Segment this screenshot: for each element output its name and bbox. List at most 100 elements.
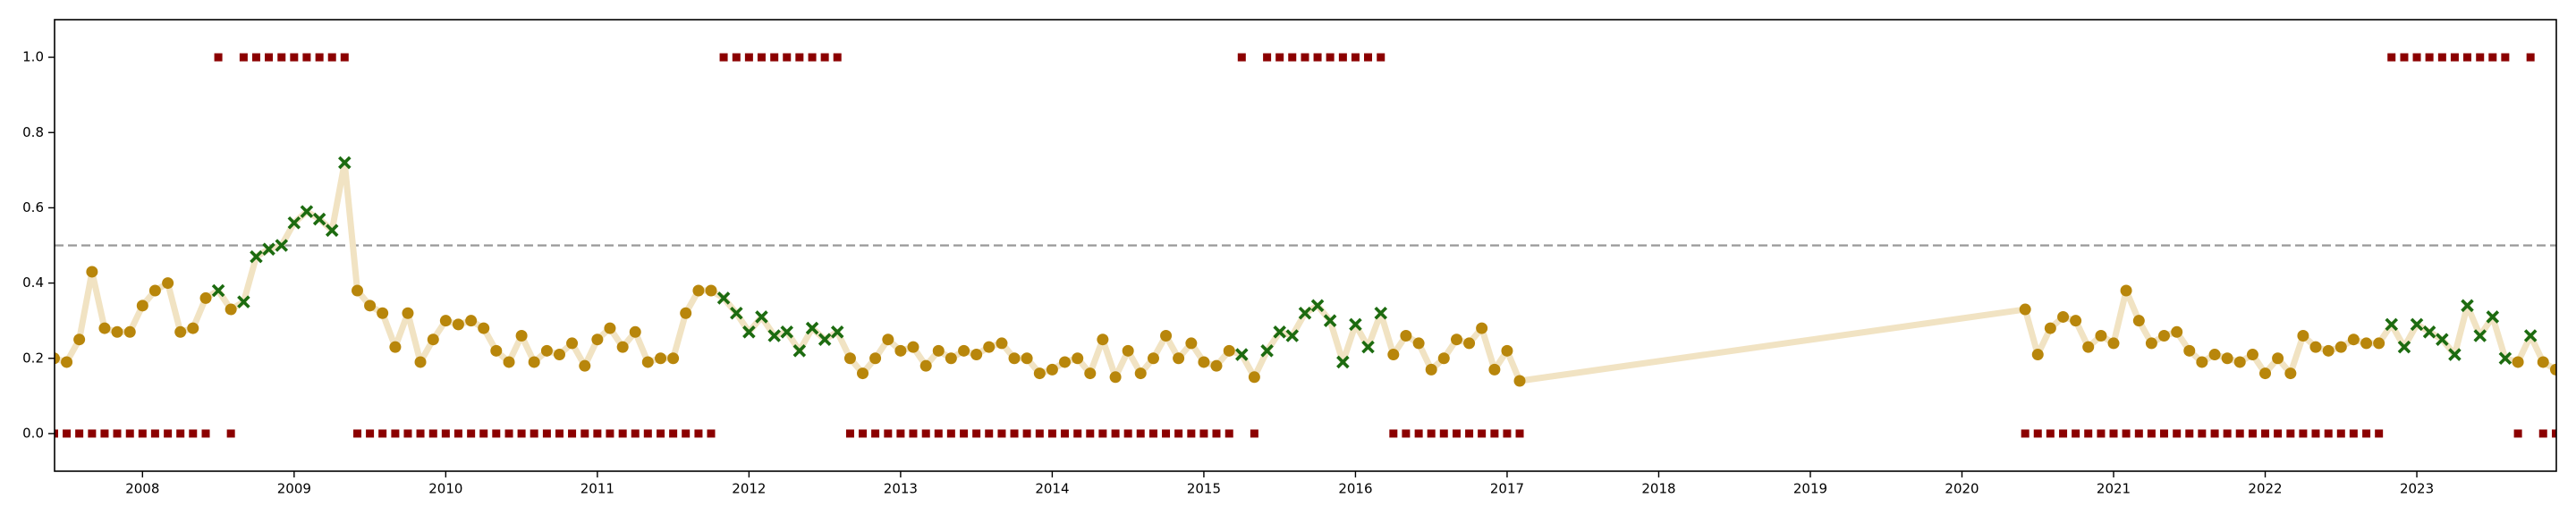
- x-marker: [755, 310, 768, 324]
- signal-marker: [290, 53, 299, 62]
- signal-marker: [2476, 53, 2485, 62]
- circle-marker: [2360, 337, 2373, 350]
- signal-marker: [1465, 429, 1474, 438]
- signal-marker: [2501, 53, 2510, 62]
- x-marker: [1374, 306, 1388, 320]
- circle-marker: [540, 344, 553, 357]
- circle-marker: [148, 284, 161, 297]
- circle-marker: [55, 352, 60, 365]
- signal-marker: [1377, 53, 1385, 62]
- x-marker: [2397, 340, 2411, 354]
- circle-marker: [439, 315, 452, 327]
- x-marker: [830, 325, 844, 339]
- signal-marker: [125, 429, 134, 438]
- circle-marker: [1097, 333, 1109, 346]
- x-tick-label: 2021: [2097, 481, 2131, 497]
- circle-marker: [932, 344, 945, 357]
- circle-marker: [629, 325, 641, 338]
- circle-marker: [1476, 322, 1488, 334]
- x-marker: [2436, 333, 2449, 346]
- circle-marker: [2347, 333, 2360, 346]
- signal-marker: [2185, 429, 2194, 438]
- circle-marker: [162, 277, 174, 290]
- signal-marker: [921, 429, 930, 438]
- x-tick-label: 2011: [580, 481, 614, 497]
- x-tick-label: 2009: [277, 481, 311, 497]
- signal-marker: [176, 429, 185, 438]
- signal-marker: [1237, 53, 1246, 62]
- circle-marker: [2196, 356, 2208, 368]
- circle-marker: [1198, 356, 1210, 368]
- x-marker: [1235, 348, 1249, 361]
- signal-marker: [555, 429, 564, 438]
- signal-marker: [88, 429, 97, 438]
- circle-marker: [402, 307, 414, 319]
- circle-marker: [705, 284, 717, 297]
- signal-marker: [1427, 429, 1436, 438]
- circle-marker: [465, 315, 478, 327]
- signal-marker: [2437, 53, 2446, 62]
- signal-marker: [1453, 429, 1462, 438]
- signal-marker: [201, 429, 210, 438]
- signal-marker: [2400, 53, 2409, 62]
- circle-marker: [1134, 367, 1147, 380]
- signal-marker: [542, 429, 551, 438]
- signal-marker: [1123, 429, 1132, 438]
- signal-marker: [845, 429, 854, 438]
- signal-marker: [909, 429, 918, 438]
- circle-marker: [2233, 356, 2246, 368]
- x-marker: [1323, 314, 1337, 327]
- x-marker: [1336, 355, 1350, 369]
- signal-marker: [871, 429, 880, 438]
- signal-marker: [694, 429, 703, 438]
- x-marker: [237, 295, 250, 308]
- signal-marker: [1263, 53, 1272, 62]
- circle-marker: [490, 344, 503, 357]
- circle-marker: [136, 300, 148, 312]
- signal-marker: [517, 429, 526, 438]
- circle-marker: [616, 341, 629, 353]
- circle-marker: [73, 333, 86, 346]
- signal-marker: [1073, 429, 1082, 438]
- circle-marker: [225, 303, 237, 316]
- circle-marker: [528, 356, 540, 368]
- circle-marker: [919, 359, 932, 372]
- x-marker: [1349, 317, 1362, 332]
- signal-marker: [1136, 429, 1145, 438]
- x-marker: [767, 329, 781, 342]
- signal-marker: [1402, 429, 1411, 438]
- signal-marker: [2526, 53, 2535, 62]
- x-marker: [780, 325, 794, 339]
- circle-marker: [2145, 337, 2157, 350]
- signal-marker: [985, 429, 994, 438]
- signal-marker: [239, 53, 248, 62]
- x-marker: [1361, 340, 1375, 354]
- signal-marker: [1301, 53, 1309, 62]
- signal-marker: [606, 429, 614, 438]
- circle-marker: [1223, 344, 1235, 357]
- circle-marker: [364, 300, 377, 312]
- circle-marker: [2019, 303, 2031, 316]
- x-marker: [275, 239, 289, 252]
- signal-marker: [2412, 53, 2421, 62]
- circle-marker: [1513, 375, 1526, 387]
- signal-marker: [1098, 429, 1107, 438]
- circle-marker: [1084, 367, 1097, 380]
- signal-marker: [1060, 429, 1069, 438]
- circle-marker: [2259, 367, 2272, 380]
- signal-marker: [1351, 53, 1360, 62]
- x-marker: [742, 325, 756, 339]
- signal-marker: [593, 429, 602, 438]
- x-marker: [262, 242, 275, 256]
- signal-marker: [1313, 53, 1322, 62]
- circle-marker: [1425, 363, 1437, 376]
- signal-marker: [946, 429, 955, 438]
- signal-marker: [453, 429, 462, 438]
- signal-marker: [1086, 429, 1095, 438]
- x-tick-label: 2014: [1035, 481, 1069, 497]
- x-tick-label: 2017: [1490, 481, 1524, 497]
- signal-marker: [2538, 429, 2547, 438]
- signal-marker: [428, 429, 437, 438]
- circle-marker: [187, 322, 199, 334]
- signal-marker: [643, 429, 652, 438]
